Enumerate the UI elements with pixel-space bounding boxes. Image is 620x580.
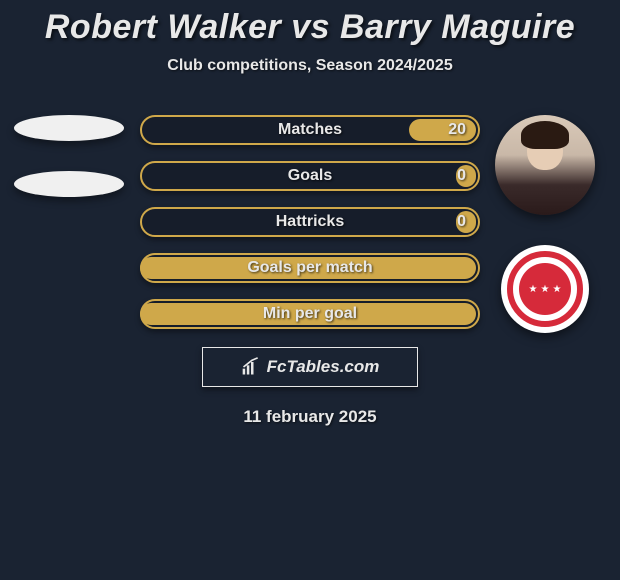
player-left-club-placeholder (14, 171, 124, 197)
comparison-body: Matches 20 Goals 0 Hattricks 0 Goals per… (0, 115, 620, 333)
page-title: Robert Walker vs Barry Maguire (0, 0, 620, 47)
player-left-column (0, 115, 130, 197)
comparison-card: Robert Walker vs Barry Maguire Club comp… (0, 0, 620, 427)
stat-label: Hattricks (142, 213, 478, 231)
stat-bars: Matches 20 Goals 0 Hattricks 0 Goals per… (130, 115, 490, 329)
badge-ring (507, 251, 583, 327)
stat-label: Goals (142, 167, 478, 185)
stat-row-goals: Goals 0 (140, 161, 480, 191)
stat-label: Min per goal (142, 305, 478, 323)
brand-box[interactable]: FcTables.com (202, 347, 418, 387)
subtitle: Club competitions, Season 2024/2025 (0, 57, 620, 75)
stat-right-value: 20 (448, 121, 466, 139)
stat-row-hattricks: Hattricks 0 (140, 207, 480, 237)
player-right-avatar (495, 115, 595, 215)
brand-label: FcTables.com (267, 357, 380, 377)
stat-row-matches: Matches 20 (140, 115, 480, 145)
player-right-club-badge: ★ ★ ★ (501, 245, 589, 333)
stat-row-min-per-goal: Min per goal (140, 299, 480, 329)
stat-row-goals-per-match: Goals per match (140, 253, 480, 283)
stat-right-value: 0 (457, 167, 466, 185)
date-label: 11 february 2025 (0, 407, 620, 427)
player-right-column: ★ ★ ★ (490, 115, 620, 333)
stat-right-value: 0 (457, 213, 466, 231)
stat-label: Goals per match (142, 259, 478, 277)
player-left-avatar-placeholder (14, 115, 124, 141)
chart-icon (241, 357, 261, 377)
stat-label: Matches (142, 121, 478, 139)
